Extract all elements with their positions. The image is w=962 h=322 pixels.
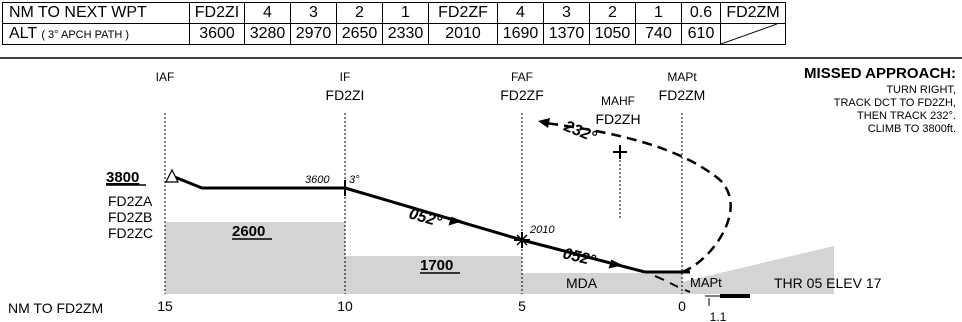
mahf-fix-name: FD2ZH (595, 111, 640, 127)
course-arrow-2 (608, 259, 624, 269)
missed-approach-line: CLIMB TO 3800ft. (868, 123, 956, 135)
altitude-cell: 610 (681, 23, 721, 45)
missed-approach-arrow (538, 118, 550, 128)
axis-label: NM TO FD2ZM (8, 300, 103, 316)
if-fix-name: FD2ZI (326, 87, 365, 103)
altitude-cell: 2650 (336, 23, 383, 45)
intermediate-segment (344, 186, 523, 242)
glide-angle: 3° (349, 174, 360, 186)
msa-label-2: 1700 (420, 257, 453, 274)
mahf-cross-icon (613, 145, 627, 159)
msa-block-2 (345, 256, 522, 294)
altitude-cell: 1370 (543, 23, 590, 45)
axis-tick: 10 (337, 298, 353, 314)
msa-block-1 (165, 222, 345, 294)
altitude-cell: 2330 (382, 23, 429, 45)
axis-tick: 5 (518, 298, 526, 314)
altitude-label: ALT (9, 25, 37, 42)
visual-segment (654, 275, 691, 293)
initial-segment (171, 174, 345, 190)
iaf-fix-name: FD2ZC (108, 225, 153, 241)
altitude-sublabel: ( 3° APCH PATH ) (41, 29, 130, 41)
altitude-cell: 1690 (497, 23, 544, 45)
altitude-cell-blank (720, 23, 786, 45)
course-label-2: 052° (561, 245, 598, 270)
final-segment (521, 238, 646, 274)
iaf-triangle-icon (165, 168, 179, 183)
missed-course-label: 232° (561, 118, 600, 147)
threshold-label: THR 05 ELEV 17 (774, 275, 882, 291)
mda-block (522, 273, 682, 294)
altitude-cell: 2010 (428, 23, 498, 45)
faf-fix-name: FD2ZF (500, 87, 544, 103)
axis-tick: 0 (678, 298, 686, 314)
iaf-altitude: 3800 (106, 169, 139, 186)
missed-approach-line: TRACK DCT TO FD2ZH, (834, 97, 956, 109)
missed-approach-path (544, 121, 732, 274)
faf-altitude: 2010 (529, 224, 555, 236)
altitude-cell: 3280 (244, 23, 291, 45)
faf-label: FAF (511, 70, 533, 84)
if-altitude: 3600 (305, 174, 330, 186)
if-label: IF (340, 70, 351, 84)
mahf-label: MAHF (601, 94, 635, 108)
mda-label: MDA (566, 275, 598, 291)
altitude-cell: 740 (635, 23, 682, 45)
iaf-label: IAF (156, 70, 175, 84)
course-label-1: 052° (407, 206, 444, 232)
axis-tick: 15 (157, 298, 173, 314)
altitude-cell: 2970 (290, 23, 337, 45)
mapt-ground-label: MAPt (690, 275, 722, 290)
approach-surface (682, 246, 834, 294)
course-arrow-1 (448, 216, 464, 226)
distance-row-label: NM TO NEXT WPT (2, 2, 190, 24)
mapt-label: MAPt (667, 70, 697, 84)
altitude-cell: 1050 (589, 23, 636, 45)
missed-approach-line: TURN RIGHT, (886, 84, 956, 96)
missed-approach-title: MISSED APPROACH: (804, 65, 956, 82)
distance-altitude-table: NM TO NEXT WPT FD2ZI 4 3 2 1 FD2ZF 4 3 2… (2, 2, 786, 45)
altitude-cell: 3600 (189, 23, 245, 45)
distance-row: NM TO NEXT WPT FD2ZI 4 3 2 1 FD2ZF 4 3 2… (2, 2, 786, 24)
iaf-fix-name: FD2ZA (108, 193, 153, 209)
altitude-row: ALT ( 3° APCH PATH ) 3600 3280 2970 2650… (2, 23, 786, 45)
missed-approach-line: THEN TRACK 232°. (857, 110, 956, 122)
axis-extra-tick: 1.1 (710, 310, 727, 322)
blank-cell-diagonal (721, 24, 777, 44)
distance-cell: FD2ZF (428, 2, 498, 24)
distance-cell: FD2ZM (720, 2, 786, 24)
msa-label-1: 2600 (232, 223, 265, 240)
faf-cross-icon (514, 232, 530, 248)
iaf-fix-name: FD2ZB (108, 209, 152, 225)
mapt-fix-name: FD2ZM (659, 87, 706, 103)
